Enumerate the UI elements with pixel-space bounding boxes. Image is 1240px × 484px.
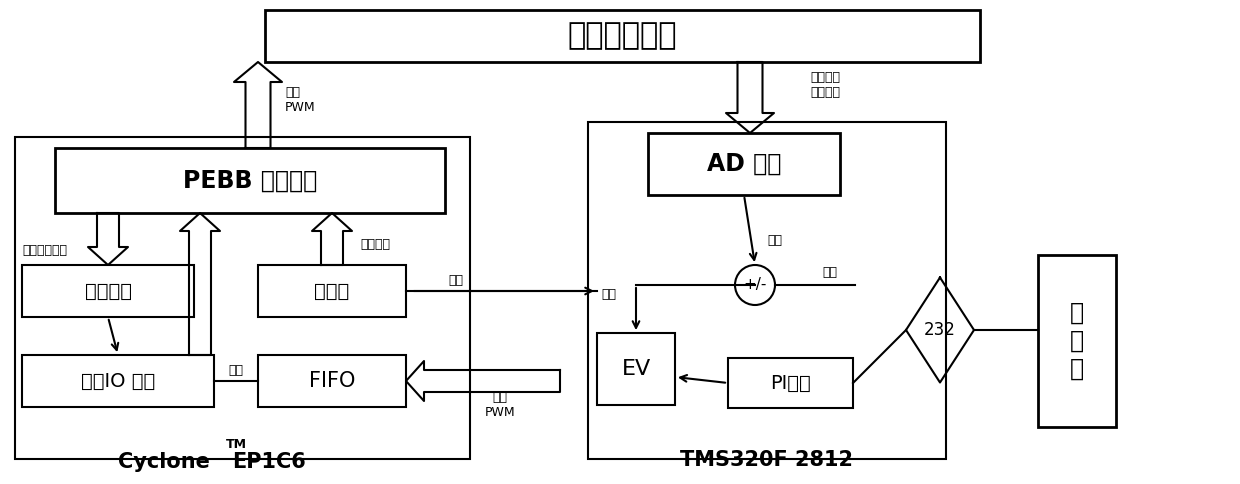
Bar: [22, 265, 193, 317]
Bar: [55, 148, 445, 213]
Text: EV: EV: [621, 359, 651, 379]
Text: AD 采样: AD 采样: [707, 152, 781, 176]
Text: 外部IO 控制: 外部IO 控制: [81, 372, 155, 391]
Text: +/-: +/-: [743, 277, 766, 292]
Bar: [258, 355, 405, 407]
Bar: [15, 137, 470, 459]
Text: 闭锁: 闭锁: [601, 288, 616, 302]
Bar: [728, 358, 853, 408]
Text: 上
位
机: 上 位 机: [1070, 301, 1084, 381]
Bar: [596, 333, 675, 405]
Text: 功率管: 功率管: [315, 282, 350, 301]
Text: 第一
PWM: 第一 PWM: [485, 391, 516, 419]
Bar: [258, 265, 405, 317]
Text: TM: TM: [226, 438, 247, 451]
Text: 信号采集: 信号采集: [84, 282, 131, 301]
Text: 第二
PWM: 第二 PWM: [285, 86, 316, 114]
Text: 保护信号: 保护信号: [360, 239, 391, 252]
Text: 移相: 移相: [228, 364, 243, 378]
Bar: [649, 133, 839, 195]
Text: 232: 232: [924, 321, 956, 339]
Text: PI计算: PI计算: [770, 374, 811, 393]
Text: 工作状态信号: 工作状态信号: [22, 243, 67, 257]
Bar: [22, 355, 215, 407]
Text: 给定: 给定: [822, 267, 837, 279]
Bar: [588, 122, 946, 459]
Text: 电压信号
电流信号: 电压信号 电流信号: [810, 71, 839, 99]
Text: EP1C6: EP1C6: [232, 452, 306, 472]
Text: 保护: 保护: [449, 274, 464, 287]
Text: FIFO: FIFO: [309, 371, 355, 391]
Text: 变流器主电路: 变流器主电路: [568, 21, 677, 50]
Text: Cyclone: Cyclone: [118, 452, 210, 472]
Bar: [265, 10, 980, 62]
Text: 反馈: 反馈: [768, 233, 782, 246]
Text: TMS320F 2812: TMS320F 2812: [681, 450, 853, 470]
Bar: [1038, 255, 1116, 427]
Text: PEBB 驱动电路: PEBB 驱动电路: [182, 168, 317, 193]
